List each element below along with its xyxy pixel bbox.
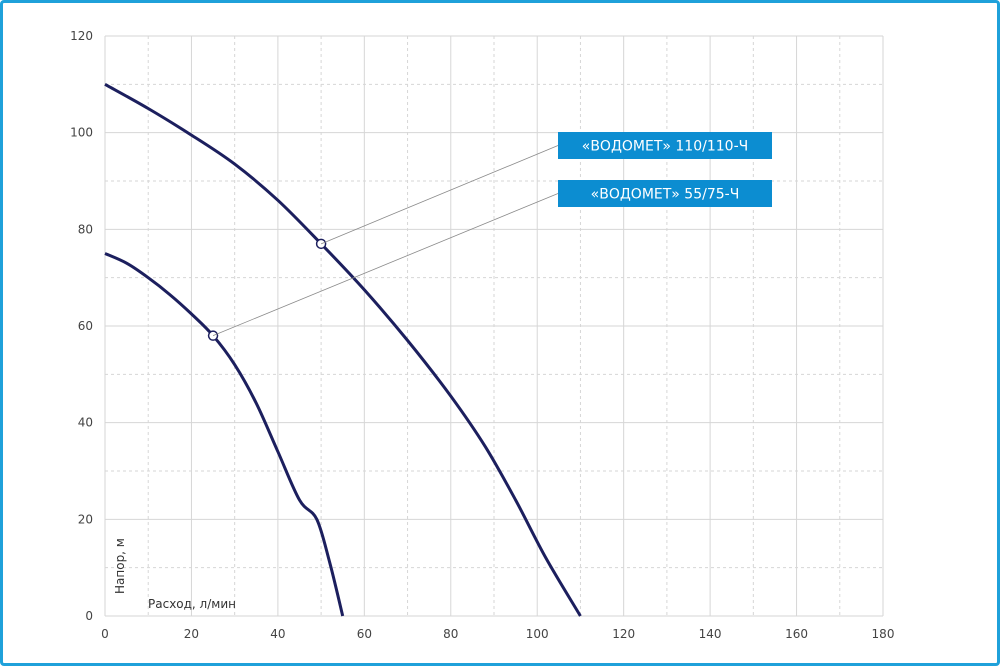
y-tick-label: 40 [78, 416, 93, 430]
y-axis-label: Напор, м [113, 538, 127, 594]
x-tick-label: 140 [699, 627, 722, 641]
x-tick-label: 20 [184, 627, 199, 641]
x-axis-label: Расход, л/мин [148, 597, 236, 611]
series-line-1 [104, 82, 582, 617]
tick-labels: 0 20 40 60 80 100 120 140 160 180 0 20 40 60 80 100 120 [70, 29, 894, 641]
y-tick-label: 60 [78, 319, 93, 333]
y-tick-label: 20 [78, 512, 93, 526]
x-tick-label: 0 [101, 627, 109, 641]
y-tick-label: 80 [78, 222, 93, 236]
x-tick-label: 160 [785, 627, 808, 641]
y-tick-label: 0 [85, 609, 93, 623]
legend-box-1 [558, 132, 772, 159]
series-group [104, 82, 582, 617]
x-tick-label: 180 [872, 627, 895, 641]
legend-leader-line [212, 193, 559, 337]
x-tick-label: 80 [443, 627, 458, 641]
legend-leader-lines [212, 145, 559, 337]
legend-label-1: «ВОДОМЕТ» 110/110-Ч [582, 139, 748, 155]
x-tick-label: 100 [526, 627, 549, 641]
grid-lines [104, 35, 884, 617]
legend-label-2: «ВОДОМЕТ» 55/75-Ч [591, 187, 740, 203]
series-line-2 [104, 252, 345, 617]
y-tick-label: 100 [70, 126, 93, 140]
x-tick-label: 60 [357, 627, 372, 641]
x-tick-label: 40 [270, 627, 285, 641]
legend-leader-line [320, 145, 559, 245]
legend-box-2 [558, 180, 772, 207]
y-tick-label: 120 [70, 29, 93, 43]
legend: «ВОДОМЕТ» 110/110-Ч «ВОДОМЕТ» 55/75-Ч [558, 132, 772, 207]
x-tick-label: 120 [612, 627, 635, 641]
